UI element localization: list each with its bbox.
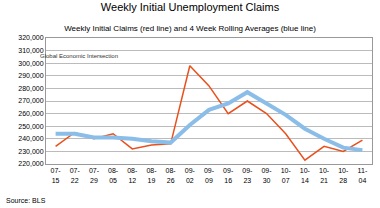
- svg-text:300,000: 300,000: [18, 60, 43, 67]
- svg-text:250,000: 250,000: [18, 123, 43, 130]
- svg-text:11-04: 11-04: [358, 167, 368, 183]
- svg-text:10-14: 10-14: [300, 167, 311, 183]
- svg-text:270,000: 270,000: [18, 97, 43, 104]
- svg-text:220,000: 220,000: [18, 160, 43, 167]
- svg-text:280,000: 280,000: [18, 85, 43, 92]
- svg-text:07-29: 07-29: [89, 167, 100, 183]
- svg-text:320,000: 320,000: [18, 34, 43, 41]
- svg-text:09-16: 09-16: [223, 167, 234, 183]
- svg-text:260,000: 260,000: [18, 110, 43, 117]
- svg-text:08-05: 08-05: [108, 167, 119, 183]
- svg-text:290,000: 290,000: [18, 72, 43, 79]
- svg-text:08-12: 08-12: [127, 167, 138, 183]
- svg-text:09-09: 09-09: [204, 167, 215, 183]
- svg-text:09-02: 09-02: [185, 167, 196, 183]
- svg-text:Weekly Initial Claims (red lin: Weekly Initial Claims (red line) and 4 W…: [64, 24, 316, 33]
- svg-text:Weekly Initial Unemployment Cl: Weekly Initial Unemployment Claims: [101, 1, 280, 13]
- svg-text:10-28: 10-28: [338, 167, 349, 183]
- svg-text:10-21: 10-21: [319, 167, 330, 183]
- svg-text:07-15: 07-15: [51, 167, 62, 183]
- svg-text:08-26: 08-26: [166, 167, 177, 183]
- svg-text:10-07: 10-07: [281, 167, 292, 183]
- svg-text:09-30: 09-30: [261, 167, 272, 183]
- svg-text:Source: BLS: Source: BLS: [6, 197, 46, 204]
- svg-text:09-23: 09-23: [242, 167, 253, 183]
- svg-text:08-19: 08-19: [146, 167, 157, 183]
- svg-text:07-22: 07-22: [70, 167, 81, 183]
- svg-text:230,000: 230,000: [18, 148, 43, 155]
- svg-text:310,000: 310,000: [18, 47, 43, 54]
- svg-text:240,000: 240,000: [18, 135, 43, 142]
- svg-text:Global Economic Intersection: Global Economic Intersection: [40, 53, 118, 59]
